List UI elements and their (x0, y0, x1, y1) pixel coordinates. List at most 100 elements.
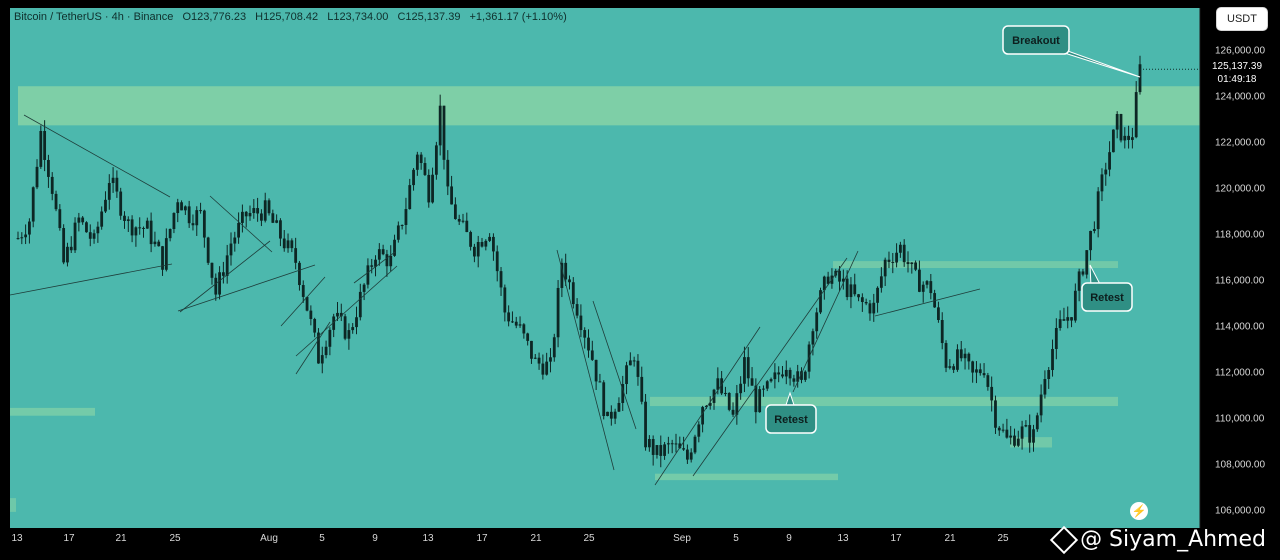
candle-body (503, 287, 507, 313)
candle-body (549, 357, 552, 362)
candle (1108, 141, 1111, 177)
candle (400, 224, 404, 230)
candle (153, 231, 157, 247)
candle-body (123, 215, 126, 221)
candle (628, 352, 632, 366)
candle (241, 204, 244, 233)
candle (822, 275, 826, 300)
candle-body (469, 232, 473, 247)
candle-body (560, 262, 564, 288)
candle-body (678, 443, 682, 449)
candle-body (628, 360, 632, 366)
candle-body (446, 159, 450, 187)
candle (773, 363, 777, 389)
candle (66, 242, 69, 267)
candle-body (419, 154, 423, 164)
candle-body (921, 284, 925, 292)
candle (313, 317, 317, 338)
candle (92, 229, 96, 244)
candle-body (301, 285, 305, 297)
candle (282, 230, 286, 252)
lightning-icon[interactable]: ⚡ (1130, 502, 1148, 520)
price-axis-background (1200, 0, 1280, 560)
candle (1062, 307, 1066, 321)
candle (697, 421, 701, 443)
candle (381, 244, 385, 256)
candle (784, 360, 788, 385)
candle (412, 168, 415, 191)
candle (28, 218, 31, 244)
candle (670, 439, 674, 454)
candle-body (807, 344, 811, 372)
candle-body (727, 392, 731, 410)
candle (180, 200, 183, 211)
candle (769, 377, 773, 383)
retest-annotation-2[interactable]: Retest (1081, 264, 1133, 312)
candle-body (69, 246, 73, 251)
candle-body (625, 365, 628, 385)
candle-body (138, 227, 142, 229)
low-value: L123,734.00 (327, 11, 389, 23)
candle (986, 372, 990, 391)
breakout-annotation[interactable]: Breakout (1002, 25, 1141, 78)
candle-body (100, 211, 104, 227)
candle (96, 221, 100, 243)
candle (883, 257, 887, 286)
candle (1115, 111, 1119, 139)
candle (902, 239, 906, 267)
candle-body (85, 222, 88, 233)
candle-body (221, 272, 225, 276)
candle-body (1024, 425, 1028, 427)
candle-body (161, 246, 164, 270)
candle-body (427, 174, 431, 203)
time-tick-label: Aug (260, 533, 278, 544)
candle (982, 363, 986, 378)
retest-annotation-1[interactable]: Retest (765, 391, 817, 434)
candle-body (879, 276, 883, 288)
candle (978, 363, 982, 376)
candle-body (473, 246, 476, 257)
candle (1009, 426, 1013, 445)
candle-body (298, 262, 301, 286)
currency-button[interactable]: USDT (1216, 7, 1268, 31)
candle-body (438, 105, 442, 146)
candle-body (480, 242, 484, 247)
candle (735, 384, 739, 425)
candle (1051, 339, 1054, 377)
candle-body (73, 222, 77, 251)
candle-body (587, 337, 590, 351)
candle-body (788, 369, 792, 379)
candle (533, 353, 537, 360)
candle-body (1020, 426, 1024, 439)
candle (263, 192, 267, 223)
candle-body (115, 177, 119, 192)
candle-body (796, 371, 800, 382)
candle-body (282, 238, 286, 249)
candle-body (50, 176, 54, 194)
candle-body (62, 228, 66, 263)
candle-body (43, 130, 47, 160)
candle-body (925, 281, 929, 285)
candle (762, 385, 765, 397)
trendline (692, 257, 848, 477)
candle-body (347, 330, 351, 339)
candle-body (910, 262, 914, 265)
candle-body (670, 443, 674, 445)
candle (906, 251, 910, 273)
candle (24, 224, 28, 245)
candle (126, 216, 130, 232)
trendline (280, 276, 326, 327)
candle (758, 386, 762, 413)
candle (324, 340, 328, 359)
candle-body (229, 243, 233, 256)
candle-body (541, 363, 545, 375)
candle-body (465, 220, 469, 233)
candle (898, 241, 902, 258)
candle-body (663, 444, 666, 456)
candle (1119, 113, 1123, 143)
candle (492, 233, 495, 261)
candle-body (777, 372, 781, 375)
candle (355, 306, 358, 335)
